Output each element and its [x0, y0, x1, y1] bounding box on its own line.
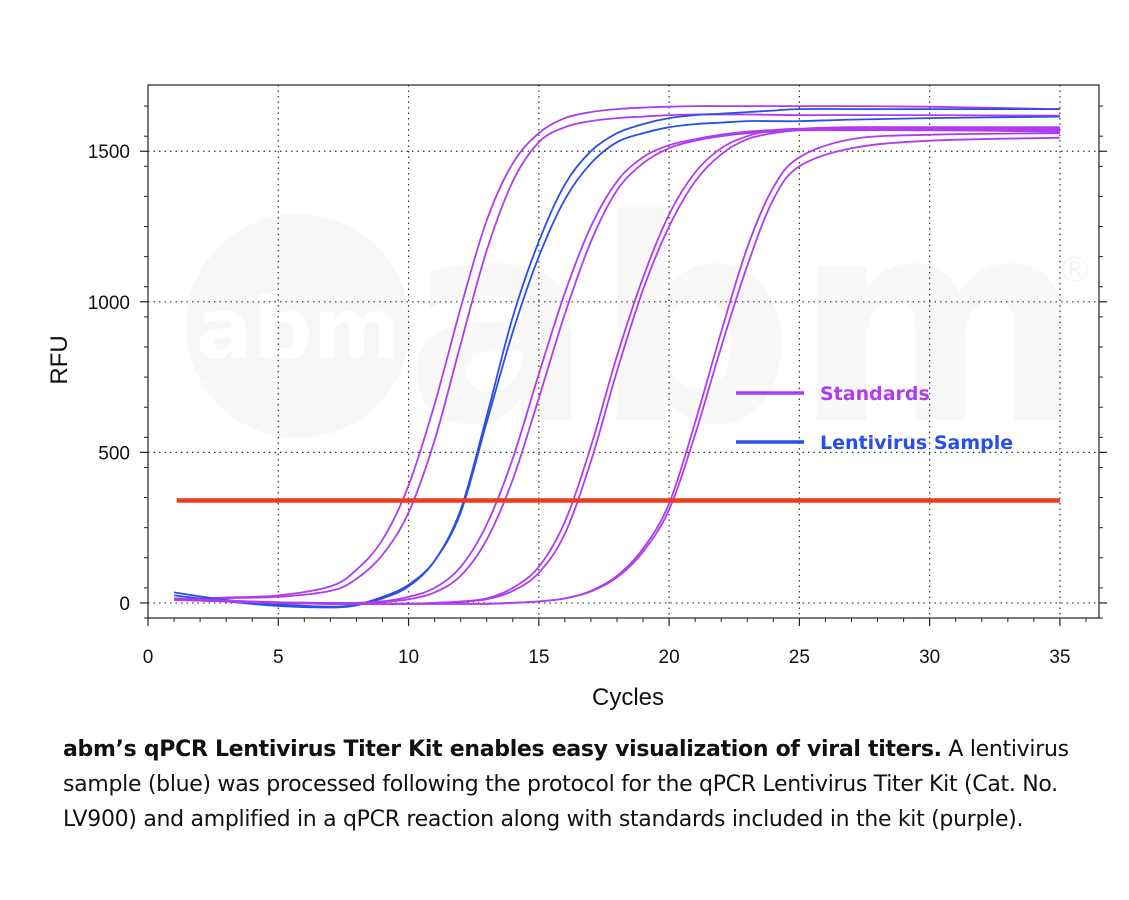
caption-body: A lentivirus sample (blue) was processed…: [63, 737, 1069, 832]
qpcr-chart: abm abm ® 0 5 10 15 20 25 30 35 0 500 1000 1500 Sta…: [46, 84, 1107, 711]
x-tick-label: 25: [789, 647, 810, 668]
y-axis-label: RFU: [46, 335, 73, 384]
lentivirus-sample-curve: [173, 108, 1060, 609]
abm-watermark: abm abm ®: [186, 161, 1093, 487]
y-tick-label: 0: [119, 594, 130, 615]
axis-ticks: [140, 105, 1107, 626]
x-tick-label: 10: [398, 647, 419, 668]
x-tick-label: 30: [919, 647, 940, 668]
amplification-curves: [173, 105, 1060, 609]
standard-curve: [174, 105, 1060, 601]
axis-tick-labels: 0 5 10 15 20 25 30 35 0 500 1000 1500: [88, 142, 1071, 668]
standard-curve: [174, 129, 1060, 604]
watermark-big-text: abm: [404, 161, 1085, 487]
y-tick-label: 1500: [88, 142, 130, 163]
x-tick-label: 20: [659, 647, 680, 668]
figure-caption: abm’s qPCR Lentivirus Titer Kit enables …: [63, 732, 1073, 837]
y-tick-label: 500: [98, 443, 130, 464]
legend: Standards Lentivirus Sample: [736, 383, 1013, 454]
x-tick-label: 0: [143, 647, 154, 668]
standard-curve: [174, 136, 1060, 605]
x-axis-label: Cycles: [592, 684, 664, 711]
standard-curve: [174, 113, 1060, 601]
x-tick-label: 35: [1049, 647, 1070, 668]
x-tick-label: 5: [273, 647, 284, 668]
watermark-registered: ®: [1057, 250, 1093, 291]
y-tick-label: 1000: [88, 293, 130, 314]
grid: [148, 85, 1099, 618]
legend-label-standards: Standards: [820, 383, 930, 405]
legend-label-lentivirus-sample: Lentivirus Sample: [820, 432, 1013, 454]
x-tick-label: 15: [528, 647, 549, 668]
caption-title: abm’s qPCR Lentivirus Titer Kit enables …: [63, 737, 942, 762]
plot-frame: [147, 84, 1100, 619]
watermark-circle: [186, 214, 410, 438]
watermark-circle-text: abm: [196, 280, 400, 378]
